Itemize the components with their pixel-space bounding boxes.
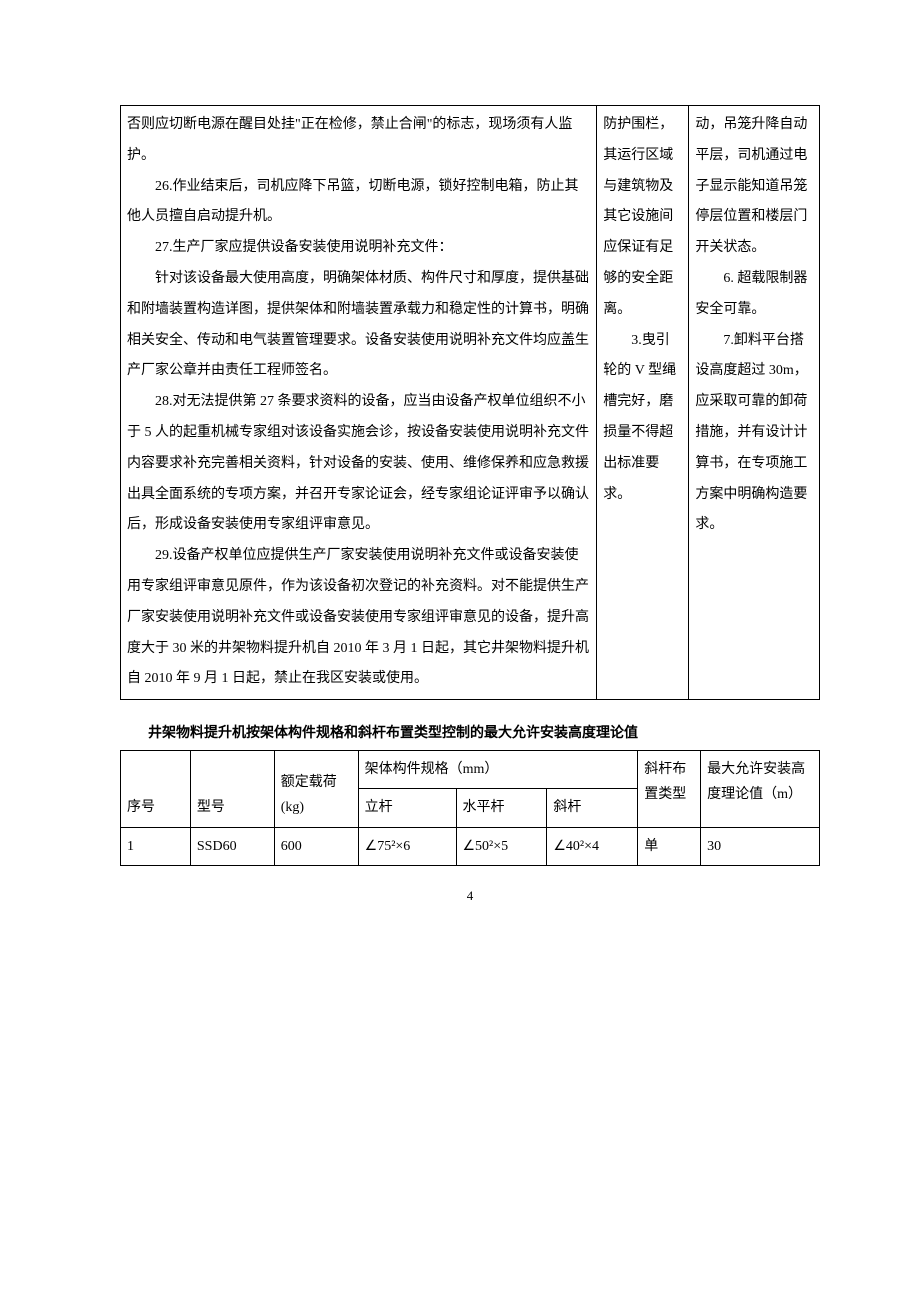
para-25-cont: 否则应切断电源在醒目处挂"正在检修，禁止合闸"的标志，现场须有人监护。 <box>127 117 572 163</box>
header-load: 额定载荷(kg) <box>274 751 358 827</box>
cell-horizontal: ∠50²×5 <box>456 827 547 865</box>
cell-vertical: ∠75²×6 <box>358 827 456 865</box>
main-column-c: 动，吊笼升降自动平层，司机通过电子显示能知道吊笼停层位置和楼层门开关状态。 6.… <box>689 106 820 700</box>
page-number: 4 <box>120 888 820 904</box>
cell-diagonal: ∠40²×4 <box>547 827 638 865</box>
para-27-detail: 针对该设备最大使用高度，明确架体材质、构件尺寸和厚度，提供基础和附墙装置构造详图… <box>127 264 590 387</box>
page-container: 否则应切断电源在醒目处挂"正在检修，禁止合闸"的标志，现场须有人监护。 26.作… <box>0 0 920 944</box>
cell-seq: 1 <box>121 827 191 865</box>
col-c-text: 动，吊笼升降自动平层，司机通过电子显示能知道吊笼停层位置和楼层门开关状态。 6.… <box>695 117 807 532</box>
header-horizontal: 水平杆 <box>456 789 547 827</box>
main-column-a: 否则应切断电源在醒目处挂"正在检修，禁止合闸"的标志，现场须有人监护。 26.作… <box>121 106 597 700</box>
spec-table: 序号 型号 额定载荷(kg) 架体构件规格（mm） 斜杆布置类型 最大允许安装高… <box>120 750 820 866</box>
header-model: 型号 <box>190 751 274 827</box>
main-column-b: 防护围栏，其运行区域与建筑物及其它设施间应保证有足够的安全距离。 3.曳引轮的 … <box>597 106 689 700</box>
main-text-table: 否则应切断电源在醒目处挂"正在检修，禁止合闸"的标志，现场须有人监护。 26.作… <box>120 105 820 700</box>
cell-model: SSD60 <box>190 827 274 865</box>
header-vertical: 立杆 <box>358 789 456 827</box>
para-27: 27.生产厂家应提供设备安装使用说明补充文件： <box>127 233 590 264</box>
cell-load: 600 <box>274 827 358 865</box>
para-29: 29.设备产权单位应提供生产厂家安装使用说明补充文件或设备安装使用专家组评审意见… <box>127 541 590 695</box>
header-maxheight: 最大允许安装高度理论值（m） <box>701 751 820 827</box>
header-layout: 斜杆布置类型 <box>638 751 701 827</box>
cell-maxheight: 30 <box>701 827 820 865</box>
col-b-text: 防护围栏，其运行区域与建筑物及其它设施间应保证有足够的安全距离。 3.曳引轮的 … <box>603 117 676 502</box>
spec-header-row-1: 序号 型号 额定载荷(kg) 架体构件规格（mm） 斜杆布置类型 最大允许安装高… <box>121 751 820 789</box>
header-seq: 序号 <box>121 751 191 827</box>
cell-layout: 单 <box>638 827 701 865</box>
para-26: 26.作业结束后，司机应降下吊篮，切断电源，锁好控制电箱，防止其他人员擅自启动提… <box>127 172 590 234</box>
spec-table-title: 井架物料提升机按架体构件规格和斜杆布置类型控制的最大允许安装高度理论值 <box>120 722 820 742</box>
header-diagonal: 斜杆 <box>547 789 638 827</box>
spec-data-row-1: 1 SSD60 600 ∠75²×6 ∠50²×5 ∠40²×4 单 30 <box>121 827 820 865</box>
para-28: 28.对无法提供第 27 条要求资料的设备，应当由设备产权单位组织不小于 5 人… <box>127 387 590 541</box>
header-spec-group: 架体构件规格（mm） <box>358 751 638 789</box>
